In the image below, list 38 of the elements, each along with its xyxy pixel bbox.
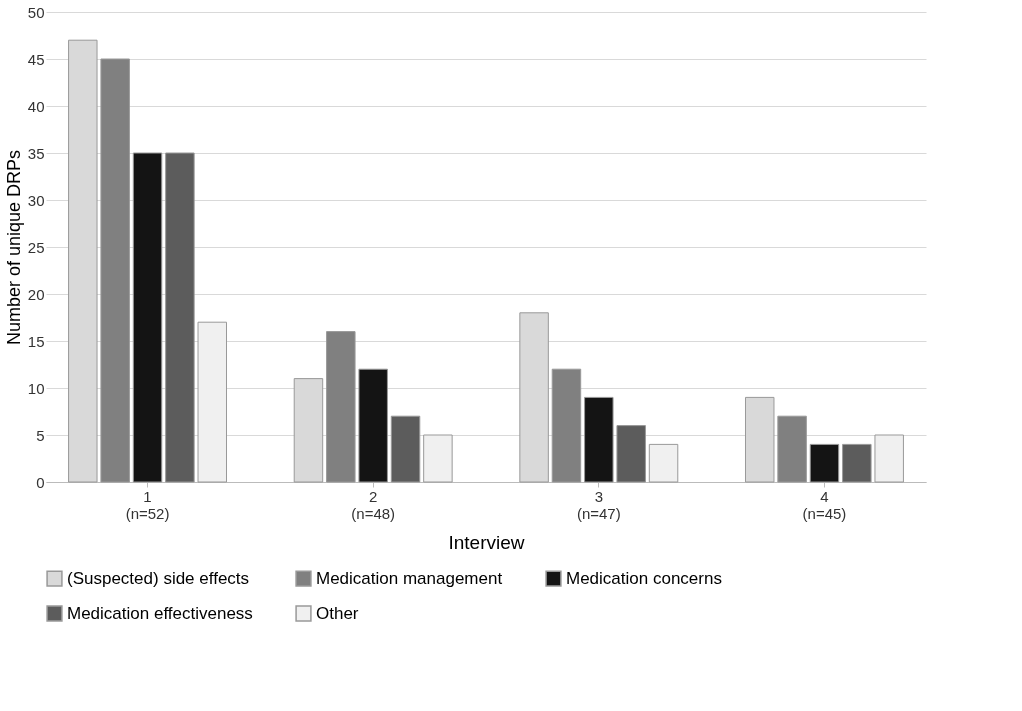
bar xyxy=(326,331,356,483)
bar xyxy=(197,321,228,483)
legend-label: Other xyxy=(316,603,359,623)
x-tick-label: 2 (n=48) xyxy=(351,487,396,522)
bar xyxy=(423,434,453,483)
y-tick-label: 25 xyxy=(27,238,45,256)
bar xyxy=(132,152,163,483)
y-tick-label: 45 xyxy=(27,50,45,68)
bar xyxy=(616,425,646,483)
bar xyxy=(648,443,679,483)
y-tick-label: 15 xyxy=(27,332,45,350)
bar xyxy=(874,434,904,483)
bar xyxy=(777,415,807,483)
legend-label: Medication management xyxy=(316,568,503,588)
bar xyxy=(165,152,195,483)
y-tick-label: 30 xyxy=(27,191,45,209)
y-tick-label: 0 xyxy=(36,473,45,491)
bar xyxy=(551,368,582,483)
y-tick-label: 10 xyxy=(27,379,45,397)
y-tick-label: 5 xyxy=(36,426,45,444)
bar xyxy=(584,396,614,483)
y-tick-label: 20 xyxy=(27,285,45,303)
y-axis-title: Number of unique DRPs xyxy=(3,149,24,346)
bar xyxy=(809,443,840,483)
y-tick-label: 40 xyxy=(27,97,45,115)
legend-label: (Suspected) side effects xyxy=(67,568,250,588)
x-tick-label: 4 (n=45) xyxy=(802,487,847,522)
bar xyxy=(100,58,130,483)
bar xyxy=(390,415,421,483)
bar xyxy=(358,368,388,483)
y-tick-label: 35 xyxy=(27,144,45,162)
x-axis-title: Interview xyxy=(448,531,525,553)
x-tick-label: 1 (n=52) xyxy=(125,487,170,522)
legend-label: Medication concerns xyxy=(566,568,722,588)
x-tick-label: 3 (n=47) xyxy=(576,487,621,522)
bar xyxy=(842,443,872,483)
y-tick-label: 50 xyxy=(27,3,45,21)
legend-label: Medication effectiveness xyxy=(67,603,253,623)
